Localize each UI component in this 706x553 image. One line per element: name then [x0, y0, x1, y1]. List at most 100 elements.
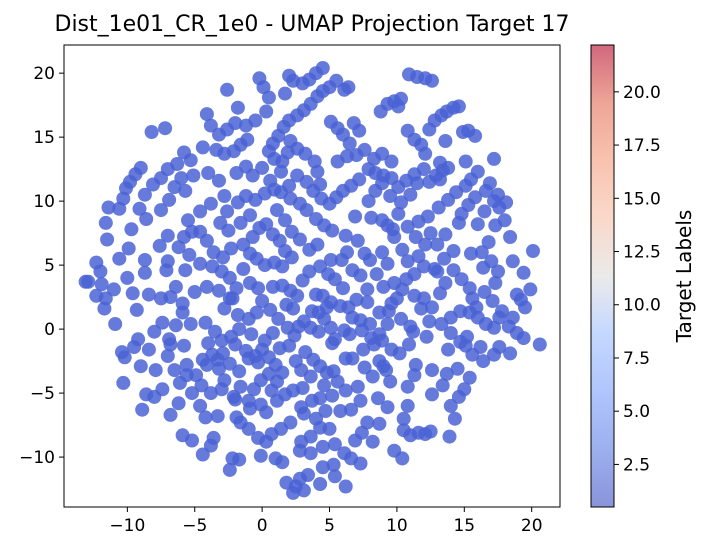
scatter-point: [387, 230, 402, 244]
scatter-point: [306, 183, 321, 198]
x-axis: −10 −5 0 5 10 15 20: [109, 507, 543, 536]
scatter-point: [425, 363, 439, 378]
scatter-point: [261, 90, 276, 105]
scatter-point: [270, 203, 284, 218]
scatter-point: [203, 386, 218, 401]
scatter-point: [435, 378, 450, 393]
scatter-point: [360, 295, 375, 310]
x-tick-label: 0: [257, 516, 268, 536]
scatter-point: [361, 194, 376, 209]
scatter-point: [241, 393, 256, 408]
scatter-point: [217, 301, 232, 316]
scatter-point: [485, 294, 500, 308]
scatter-point: [380, 218, 395, 233]
scatter-point: [423, 226, 438, 241]
scatter-point: [220, 82, 235, 97]
scatter-point: [209, 142, 224, 157]
scatter-point: [372, 305, 387, 320]
colorbar-tick-label: 2.5: [623, 455, 650, 475]
scatter-point: [360, 415, 375, 430]
scatter-point: [264, 383, 279, 398]
scatter-point: [315, 439, 330, 454]
scatter-point: [338, 383, 353, 398]
scatter-point: [327, 437, 342, 452]
scatter-point: [282, 68, 297, 83]
scatter-point: [443, 326, 458, 340]
scatter-point: [431, 200, 446, 215]
scatter-point: [230, 308, 245, 322]
scatter-point: [137, 187, 152, 202]
scatter-point: [172, 375, 187, 390]
scatter-point: [464, 246, 478, 261]
scatter-point: [148, 363, 163, 378]
scatter-point: [228, 337, 243, 352]
scatter-point: [155, 382, 170, 397]
scatter-point: [422, 122, 437, 137]
scatter-point: [526, 244, 540, 258]
scatter-point: [278, 213, 292, 228]
scatter-point: [325, 336, 340, 351]
scatter-point: [216, 250, 230, 265]
scatter-point: [400, 254, 415, 269]
scatter-point: [369, 267, 384, 282]
scatter-point: [163, 337, 178, 352]
scatter-point: [183, 317, 198, 331]
scatter-point: [425, 387, 439, 402]
scatter-point: [497, 213, 512, 228]
scatter-point: [179, 357, 194, 372]
scatter-point: [101, 200, 116, 215]
scatter-point: [383, 189, 398, 203]
scatter-point: [329, 73, 344, 88]
scatter-point: [236, 262, 251, 276]
scatter-point: [230, 195, 245, 210]
scatter-point: [458, 154, 473, 169]
scatter-point: [228, 392, 243, 407]
scatter-point: [437, 251, 452, 266]
scatter-point: [201, 336, 216, 351]
scatter-point: [290, 288, 305, 303]
scatter-point: [199, 107, 214, 122]
scatter-point: [350, 379, 365, 394]
scatter-point: [423, 424, 438, 439]
scatter-point: [532, 337, 547, 352]
scatter-point: [222, 270, 237, 285]
scatter-point: [372, 416, 387, 431]
x-tick-label: −10: [109, 516, 145, 536]
scatter-point: [503, 230, 518, 244]
scatter-point: [203, 118, 218, 133]
colorbar: [590, 44, 615, 508]
scatter-point: [144, 125, 159, 139]
scatter-point: [419, 329, 434, 344]
scatter-point: [178, 263, 193, 278]
scatter-points: [78, 61, 547, 500]
scatter-point: [132, 201, 147, 216]
scatter-point: [137, 265, 152, 280]
scatter-point: [315, 61, 330, 75]
scatter-point: [259, 405, 274, 420]
scatter-point: [271, 311, 286, 326]
scatter-point: [217, 189, 232, 203]
scatter-point: [185, 386, 199, 401]
scatter-point: [333, 404, 348, 418]
scatter-point: [225, 291, 240, 306]
scatter-point: [239, 343, 253, 358]
scatter-point: [342, 136, 357, 151]
scatter-point: [193, 256, 208, 271]
scatter-point: [474, 245, 489, 260]
scatter-point: [232, 364, 247, 379]
scatter-point: [116, 375, 131, 390]
scatter-point: [433, 155, 447, 170]
scatter-point: [360, 282, 375, 297]
scatter-point: [94, 277, 109, 292]
scatter-point: [284, 250, 299, 265]
scatter-point: [420, 209, 435, 224]
scatter-point: [93, 264, 108, 279]
scatter-point: [241, 311, 256, 326]
scatter-point: [418, 237, 433, 252]
scatter-point: [338, 479, 353, 494]
scatter-point: [364, 210, 379, 225]
scatter-point: [224, 241, 239, 256]
scatter-point: [292, 443, 307, 458]
scatter-point: [199, 233, 214, 248]
scatter-point: [439, 366, 454, 381]
